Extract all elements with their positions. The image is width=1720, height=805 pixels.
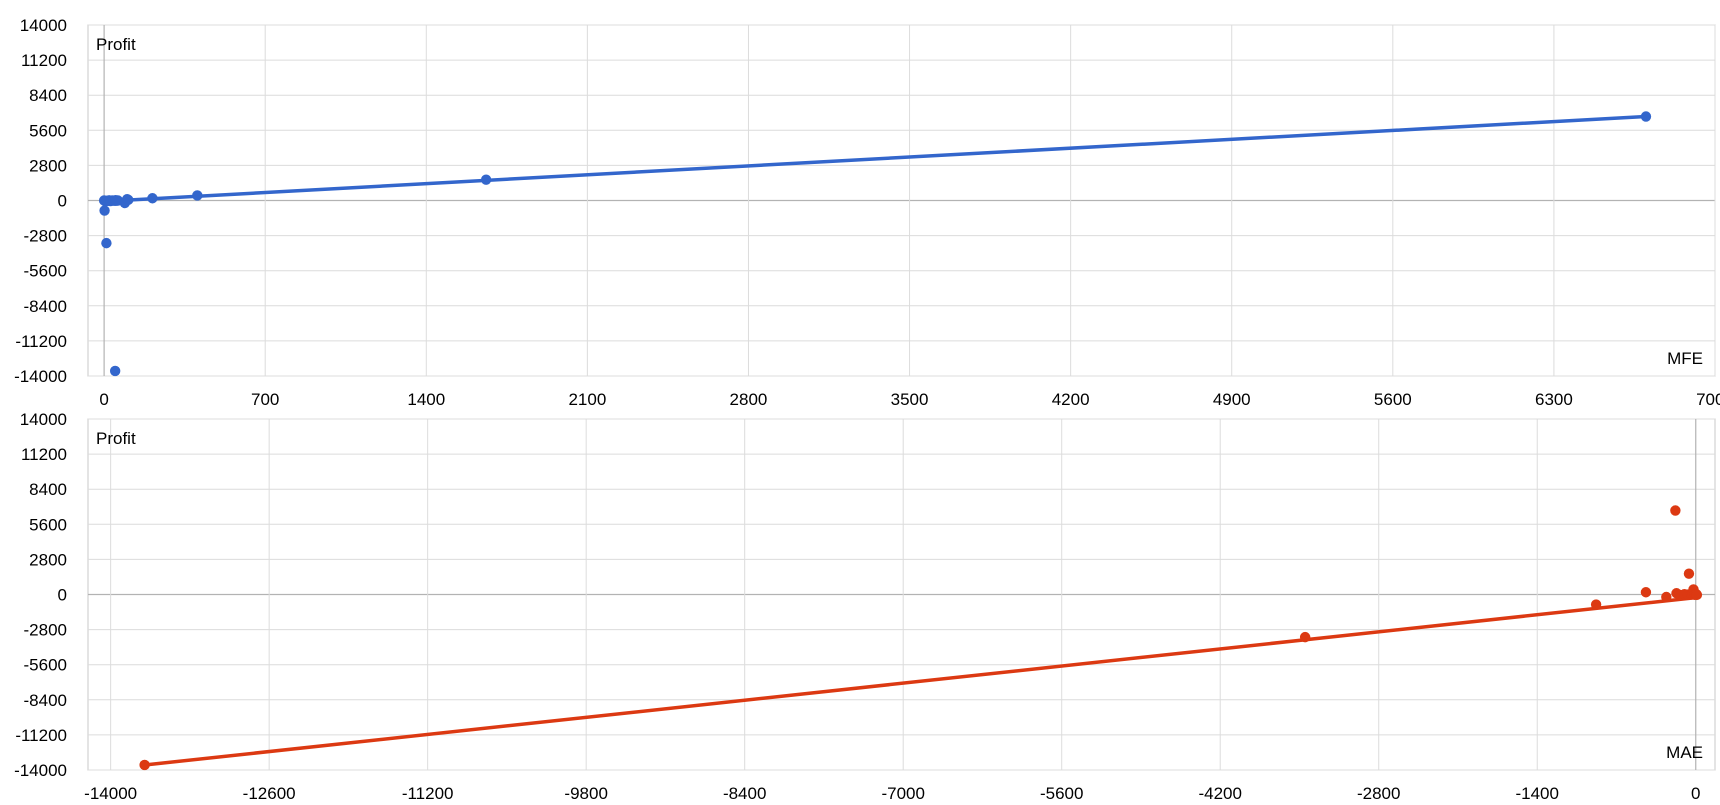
mfe-x-tick-label: 6300	[1535, 390, 1573, 409]
mfe-y-tick-label: -8400	[24, 297, 67, 316]
mae-x-tick-label: -4200	[1198, 784, 1241, 800]
mfe-y-axis-title: Profit	[96, 35, 136, 54]
mae-trendline	[142, 595, 1698, 767]
mfe-y-tick-label: 5600	[29, 121, 67, 140]
mae-data-point	[1299, 631, 1311, 643]
mae-x-tick-label: -2800	[1357, 784, 1400, 800]
mae-data-point	[1640, 587, 1652, 598]
mfe-x-tick-label: 7000	[1696, 390, 1720, 409]
mae-data-point	[1590, 599, 1602, 610]
mfe-x-tick-label: 4200	[1052, 390, 1090, 409]
mfe-x-tick-label: 3500	[891, 390, 929, 409]
mfe-x-tick-label: 0	[99, 390, 108, 409]
mae-data-point	[1691, 589, 1703, 601]
mae-y-tick-label: 5600	[29, 515, 67, 534]
mae-y-tick-label: -5600	[24, 656, 67, 675]
mae-y-tick-label: 8400	[29, 480, 67, 499]
mfe-y-tick-label: 0	[58, 192, 67, 211]
mae-y-tick-label: -11200	[15, 726, 67, 745]
mae-data-point	[1683, 568, 1695, 579]
mfe-data-point	[123, 194, 134, 206]
mae-y-tick-label: 0	[58, 586, 67, 605]
mae-x-tick-label: -14000	[84, 784, 137, 800]
mfe-data-point	[147, 193, 158, 204]
mfe-data-point	[480, 174, 492, 185]
mae-x-tick-label: -9800	[564, 784, 607, 800]
mae-y-tick-label: -2800	[24, 621, 67, 640]
mfe-y-tick-label: -5600	[24, 262, 67, 281]
mae-x-tick-label: -5600	[1040, 784, 1083, 800]
mfe-y-tick-label: 14000	[20, 16, 67, 35]
mae-y-tick-label: 14000	[20, 410, 67, 429]
mfe-x-tick-label: 2800	[730, 390, 768, 409]
mfe-y-tick-label: -2800	[24, 227, 67, 246]
mfe-data-point	[101, 237, 112, 249]
mae-x-tick-label: -8400	[723, 784, 766, 800]
mfe-y-tick-label: -11200	[15, 332, 67, 351]
mae-data-point	[139, 759, 150, 771]
mae-y-tick-label: -8400	[24, 691, 67, 710]
mae-y-tick-label: 2800	[29, 550, 67, 569]
mae-x-tick-label: -7000	[881, 784, 924, 800]
mfe-y-tick-label: 8400	[29, 86, 67, 105]
mfe-y-tick-label: 2800	[29, 156, 67, 175]
mae-x-tick-label: 0	[1691, 784, 1700, 800]
mae-x-tick-label: -11200	[402, 784, 454, 800]
mfe-x-tick-label: 5600	[1374, 390, 1412, 409]
mfe-x-tick-label: 1400	[407, 390, 445, 409]
mfe-data-point	[1640, 111, 1652, 122]
mae-data-point	[1661, 591, 1672, 603]
mae-y-tick-label: 11200	[21, 445, 67, 464]
mae-x-axis-title: MAE	[1666, 743, 1703, 762]
mfe-x-tick-label: 2100	[568, 390, 606, 409]
mfe-y-tick-label: -14000	[14, 367, 67, 386]
mfe-data-point	[109, 365, 121, 377]
mae-data-point	[1670, 505, 1681, 516]
mae-y-axis-title: Profit	[96, 429, 136, 448]
mfe-data-point	[192, 190, 203, 201]
mfe-data-point	[99, 205, 110, 216]
mae-x-tick-label: -12600	[243, 784, 296, 800]
mfe-x-tick-label: 4900	[1213, 390, 1251, 409]
mfe-x-axis-title: MFE	[1667, 349, 1703, 368]
mfe-y-tick-label: 11200	[21, 51, 67, 70]
mae-y-tick-label: -14000	[14, 761, 67, 780]
mfe-x-tick-label: 700	[251, 390, 279, 409]
mfe-trendline	[102, 114, 1648, 204]
mae-x-tick-label: -1400	[1515, 784, 1558, 800]
